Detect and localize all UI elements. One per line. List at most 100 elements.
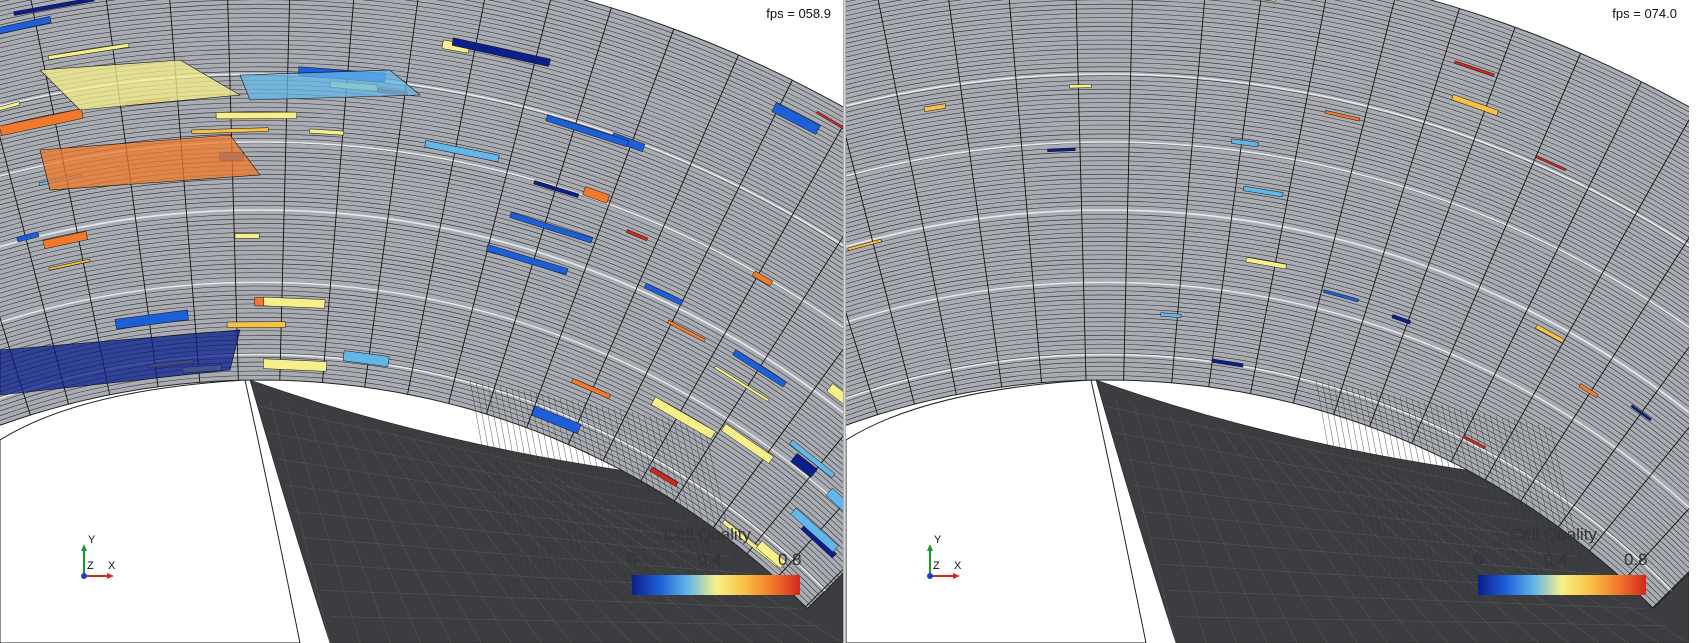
color-legend[interactable]: Cell Quality 0 0.4 0.8 <box>1474 525 1654 600</box>
quality-cell <box>239 69 421 101</box>
quality-cell <box>790 507 839 553</box>
quality-cell <box>1160 312 1182 318</box>
quality-cell <box>847 238 882 251</box>
color-legend[interactable]: Cell Quality 0 0.4 0.8 <box>628 525 808 600</box>
legend-title: Cell Quality <box>1510 525 1597 544</box>
quality-cell <box>1047 147 1076 153</box>
mesh-block-boundaries <box>846 73 1689 592</box>
quality-cell <box>191 127 269 134</box>
colormap-bar <box>632 575 800 595</box>
quality-cell <box>732 349 787 388</box>
tube-grid-lines <box>1104 399 1689 643</box>
quality-cell <box>751 270 774 287</box>
quality-cell <box>720 423 775 464</box>
quality-cell <box>47 42 130 60</box>
quality-cell <box>713 365 770 402</box>
quality-cell <box>533 180 580 198</box>
quality-cell <box>1391 314 1412 325</box>
quality-cell <box>42 231 88 250</box>
quality-cell <box>643 282 684 306</box>
quality-cell <box>0 101 21 111</box>
quality-cell <box>1535 324 1565 344</box>
legend-tick: 0.4 <box>1544 550 1568 569</box>
quality-cell <box>309 128 345 136</box>
quality-cell <box>1578 383 1599 399</box>
ring-inner-hole <box>0 379 301 643</box>
quality-cell <box>1263 0 1276 2</box>
quality-cell <box>39 59 241 111</box>
legend-tick: 0.8 <box>778 550 802 569</box>
quality-cell <box>1535 155 1567 172</box>
quality-cell <box>531 405 582 434</box>
quality-cell <box>923 103 947 112</box>
fps-counter: fps = 074.0 <box>1612 6 1677 21</box>
legend-tick: 0 <box>1474 550 1484 569</box>
quality-cell <box>825 487 843 512</box>
quality-cell <box>0 108 84 136</box>
quality-cell <box>1245 256 1287 270</box>
render-viewport-right[interactable]: fps = 074.0 Y Z X Cell Quality 0 0.4 0.8 <box>846 0 1689 643</box>
quality-cell <box>570 377 611 400</box>
quality-cell <box>16 231 40 243</box>
quality-cell <box>342 350 390 367</box>
quality-cell <box>1230 138 1259 148</box>
quality-cell <box>790 452 818 478</box>
quality-cell <box>226 321 286 328</box>
quality-cell <box>755 540 787 569</box>
axes-glyph-icon <box>81 544 114 579</box>
quality-cell <box>1324 110 1361 122</box>
quality-cell <box>1453 60 1495 77</box>
quality-cell <box>39 134 261 191</box>
axis-y-label: Y <box>934 534 942 546</box>
quality-cell <box>263 358 328 372</box>
quality-cell <box>771 102 821 135</box>
quality-cell <box>234 233 260 239</box>
quality-cell <box>1322 289 1360 303</box>
quality-cell <box>509 211 594 244</box>
quality-cell <box>13 0 95 16</box>
quality-cell <box>1462 435 1486 450</box>
quality-cell <box>48 258 91 271</box>
quality-cell <box>1243 185 1284 198</box>
ring-inner-hole <box>846 379 1147 643</box>
quality-cell <box>545 114 629 148</box>
axis-x-label: X <box>954 560 962 572</box>
quality-cell <box>1069 84 1092 89</box>
mesh-layer-lines <box>846 0 1689 606</box>
legend-tick: 0 <box>628 550 638 569</box>
mesh-scene-right[interactable] <box>846 0 1689 643</box>
quality-cell <box>1211 358 1244 368</box>
quality-cell <box>1630 404 1652 422</box>
quality-cell <box>650 396 717 440</box>
render-viewport-left[interactable]: fps = 058.9 Y Z X Cell Quality 0 0.4 0.8 <box>0 0 843 643</box>
quality-cell <box>0 16 52 35</box>
tube-grid-lines <box>258 399 843 643</box>
quality-cell <box>1451 94 1499 116</box>
legend-tick: 0.8 <box>1624 550 1648 569</box>
axis-x-label: X <box>108 560 116 572</box>
quality-cell <box>815 110 843 130</box>
orientation-axes[interactable]: Y Z X <box>70 534 130 584</box>
colormap-bar <box>1478 575 1646 595</box>
quality-cell <box>451 37 551 67</box>
axes-glyph-icon <box>927 544 960 579</box>
mesh-radial-lines <box>846 0 1689 609</box>
refined-mesh-region <box>1315 379 1591 601</box>
quality-cell <box>114 309 189 330</box>
low-quality-cells <box>847 0 1652 450</box>
quality-cell <box>826 383 843 405</box>
quality-cell <box>625 229 649 242</box>
low-quality-cells <box>0 0 843 569</box>
quality-cell <box>485 244 569 276</box>
quality-cell <box>263 296 326 309</box>
legend-title: Cell Quality <box>664 525 751 544</box>
fps-counter: fps = 058.9 <box>766 6 831 21</box>
orientation-axes[interactable]: Y Z X <box>916 534 976 584</box>
quality-cell <box>424 140 500 163</box>
quality-cell <box>789 439 836 479</box>
legend-tick: 0.4 <box>698 550 722 569</box>
axis-z-label: Z <box>87 560 94 572</box>
quality-cell <box>582 186 611 204</box>
quality-cell <box>0 329 241 396</box>
